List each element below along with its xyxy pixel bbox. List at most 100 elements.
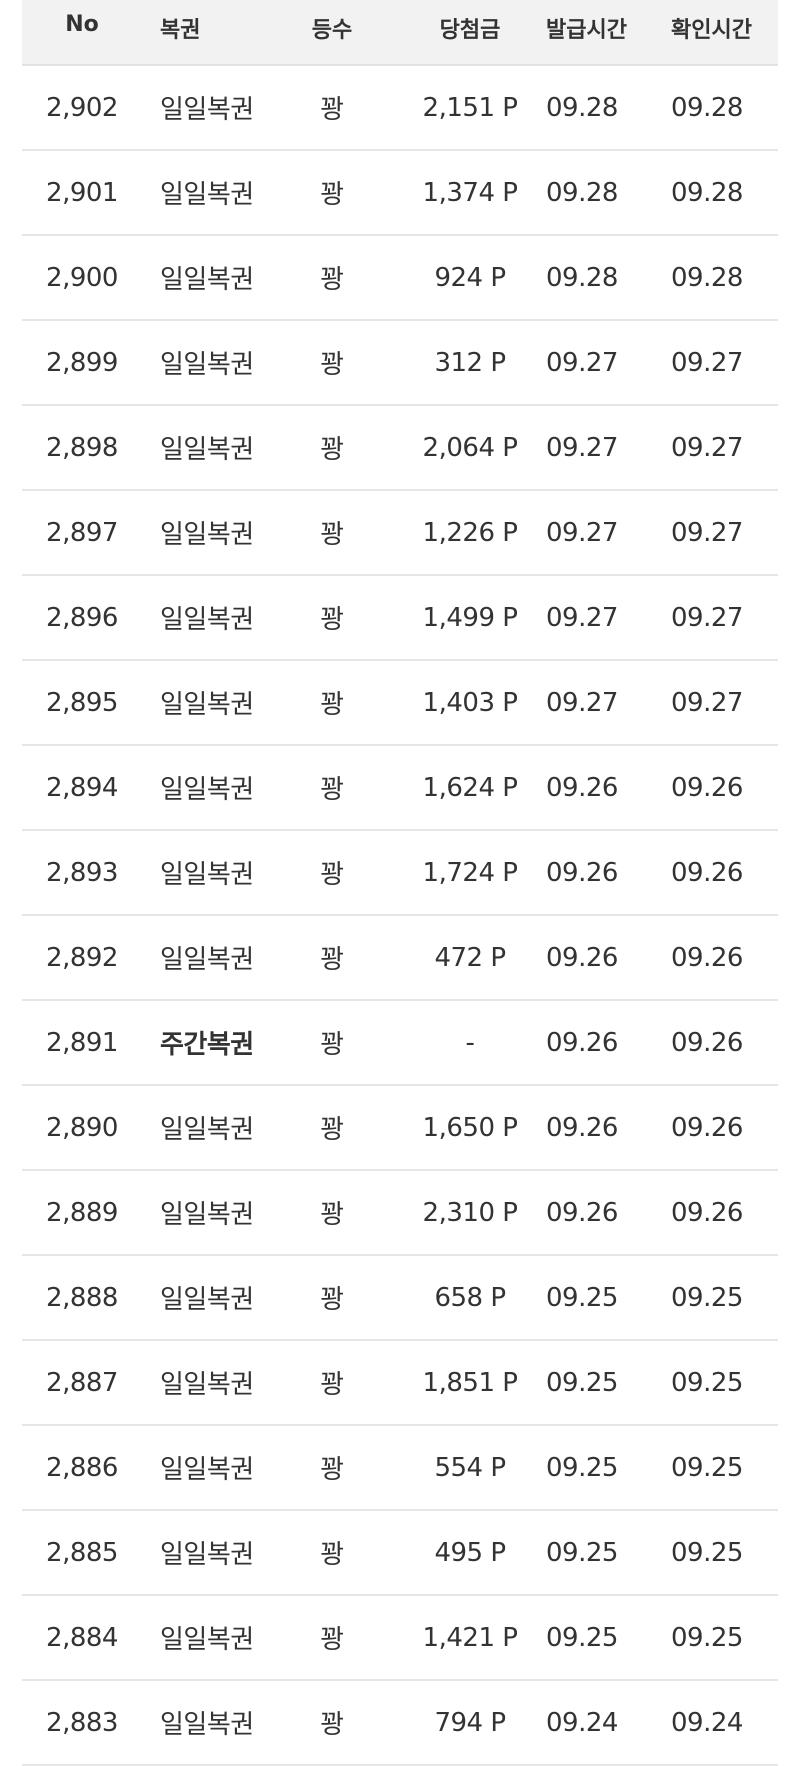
cell-no: 2,892 bbox=[46, 942, 118, 973]
header-no[interactable]: No bbox=[65, 12, 99, 37]
cell-no: 2,887 bbox=[46, 1367, 118, 1398]
cell-issued: 09.25 bbox=[546, 1282, 618, 1313]
cell-issued: 09.28 bbox=[546, 262, 618, 293]
cell-type: 일일복권 bbox=[160, 1455, 254, 1485]
table-row[interactable]: 2,894 일일복권 꽝 1,624 P 09.26 09.26 bbox=[22, 746, 778, 831]
cell-no: 2,886 bbox=[46, 1452, 118, 1483]
cell-type: 일일복권 bbox=[160, 945, 254, 975]
cell-checked: 09.25 bbox=[671, 1367, 743, 1398]
cell-amount: 312 P bbox=[434, 347, 506, 378]
table-row[interactable]: 2,899 일일복권 꽝 312 P 09.27 09.27 bbox=[22, 321, 778, 406]
cell-amount: 1,374 P bbox=[422, 177, 518, 208]
cell-issued: 09.26 bbox=[546, 1027, 618, 1058]
cell-no: 2,891 bbox=[46, 1027, 118, 1058]
cell-rank: 꽝 bbox=[320, 1625, 344, 1655]
cell-issued: 09.26 bbox=[546, 772, 618, 803]
cell-type: 일일복권 bbox=[160, 180, 254, 210]
cell-checked: 09.26 bbox=[671, 772, 743, 803]
cell-rank: 꽝 bbox=[320, 945, 344, 975]
table-row[interactable]: 2,898 일일복권 꽝 2,064 P 09.27 09.27 bbox=[22, 406, 778, 491]
header-issued[interactable]: 발급시간 bbox=[546, 18, 627, 43]
header-rank[interactable]: 등수 bbox=[311, 18, 353, 43]
cell-issued: 09.25 bbox=[546, 1622, 618, 1653]
table-row[interactable]: 2,889 일일복권 꽝 2,310 P 09.26 09.26 bbox=[22, 1171, 778, 1256]
table-row[interactable]: 2,885 일일복권 꽝 495 P 09.25 09.25 bbox=[22, 1511, 778, 1596]
cell-amount: 1,499 P bbox=[422, 602, 518, 633]
table-row[interactable]: 2,888 일일복권 꽝 658 P 09.25 09.25 bbox=[22, 1256, 778, 1341]
cell-amount: 1,624 P bbox=[422, 772, 518, 803]
cell-checked: 09.25 bbox=[671, 1537, 743, 1568]
table-body: 2,902 일일복권 꽝 2,151 P 09.28 09.28 2,901 일일복권 꽝 1,3… bbox=[22, 66, 778, 1766]
cell-checked: 09.26 bbox=[671, 1112, 743, 1143]
table-row[interactable]: 2,884 일일복권 꽝 1,421 P 09.25 09.25 bbox=[22, 1596, 778, 1681]
cell-type: 일일복권 bbox=[160, 1370, 254, 1400]
table-row[interactable]: 2,890 일일복권 꽝 1,650 P 09.26 09.26 bbox=[22, 1086, 778, 1171]
cell-no: 2,902 bbox=[46, 92, 118, 123]
cell-amount: 1,226 P bbox=[422, 517, 518, 548]
cell-issued: 09.24 bbox=[546, 1707, 618, 1738]
cell-issued: 09.27 bbox=[546, 687, 618, 718]
cell-type: 일일복권 bbox=[160, 265, 254, 295]
cell-amount: 2,064 P bbox=[422, 432, 518, 463]
cell-issued: 09.26 bbox=[546, 857, 618, 888]
cell-type: 일일복권 bbox=[160, 775, 254, 805]
cell-amount: 1,724 P bbox=[422, 857, 518, 888]
table-row[interactable]: 2,901 일일복권 꽝 1,374 P 09.28 09.28 bbox=[22, 151, 778, 236]
lottery-history-table: No 복권 등수 당첨금 발급시간 확인시간 2,902 일일복권 꽝 2,151 P… bbox=[22, 0, 778, 1766]
header-amount[interactable]: 당첨금 bbox=[439, 18, 501, 43]
cell-amount: 472 P bbox=[434, 942, 506, 973]
cell-issued: 09.25 bbox=[546, 1452, 618, 1483]
cell-no: 2,896 bbox=[46, 602, 118, 633]
cell-rank: 꽝 bbox=[320, 605, 344, 635]
header-checked[interactable]: 확인시간 bbox=[671, 18, 752, 43]
cell-type: 일일복권 bbox=[160, 1200, 254, 1230]
cell-checked: 09.28 bbox=[671, 262, 743, 293]
cell-no: 2,900 bbox=[46, 262, 118, 293]
cell-rank: 꽝 bbox=[320, 265, 344, 295]
table-row[interactable]: 2,883 일일복권 꽝 794 P 09.24 09.24 bbox=[22, 1681, 778, 1766]
cell-no: 2,895 bbox=[46, 687, 118, 718]
table-row[interactable]: 2,886 일일복권 꽝 554 P 09.25 09.25 bbox=[22, 1426, 778, 1511]
cell-issued: 09.28 bbox=[546, 177, 618, 208]
table-row[interactable]: 2,891 주간복권 꽝 - 09.26 09.26 bbox=[22, 1001, 778, 1086]
cell-type: 주간복권 bbox=[160, 1030, 254, 1060]
table-row[interactable]: 2,895 일일복권 꽝 1,403 P 09.27 09.27 bbox=[22, 661, 778, 746]
cell-issued: 09.27 bbox=[546, 602, 618, 633]
header-type[interactable]: 복권 bbox=[160, 18, 201, 43]
cell-rank: 꽝 bbox=[320, 775, 344, 805]
cell-issued: 09.25 bbox=[546, 1367, 618, 1398]
cell-no: 2,901 bbox=[46, 177, 118, 208]
cell-checked: 09.25 bbox=[671, 1282, 743, 1313]
cell-checked: 09.27 bbox=[671, 687, 743, 718]
cell-type: 일일복권 bbox=[160, 95, 254, 125]
cell-type: 일일복권 bbox=[160, 1540, 254, 1570]
cell-type: 일일복권 bbox=[160, 690, 254, 720]
table-row[interactable]: 2,897 일일복권 꽝 1,226 P 09.27 09.27 bbox=[22, 491, 778, 576]
cell-no: 2,898 bbox=[46, 432, 118, 463]
cell-checked: 09.28 bbox=[671, 92, 743, 123]
cell-no: 2,890 bbox=[46, 1112, 118, 1143]
cell-amount: 554 P bbox=[434, 1452, 506, 1483]
cell-type: 일일복권 bbox=[160, 1285, 254, 1315]
cell-checked: 09.27 bbox=[671, 517, 743, 548]
cell-amount: - bbox=[465, 1027, 475, 1058]
cell-issued: 09.26 bbox=[546, 1197, 618, 1228]
cell-issued: 09.27 bbox=[546, 517, 618, 548]
cell-checked: 09.26 bbox=[671, 942, 743, 973]
cell-issued: 09.26 bbox=[546, 942, 618, 973]
cell-rank: 꽝 bbox=[320, 1200, 344, 1230]
cell-amount: 1,421 P bbox=[422, 1622, 518, 1653]
cell-checked: 09.28 bbox=[671, 177, 743, 208]
table-row[interactable]: 2,893 일일복권 꽝 1,724 P 09.26 09.26 bbox=[22, 831, 778, 916]
cell-checked: 09.25 bbox=[671, 1622, 743, 1653]
table-row[interactable]: 2,896 일일복권 꽝 1,499 P 09.27 09.27 bbox=[22, 576, 778, 661]
table-row[interactable]: 2,902 일일복권 꽝 2,151 P 09.28 09.28 bbox=[22, 66, 778, 151]
table-row[interactable]: 2,887 일일복권 꽝 1,851 P 09.25 09.25 bbox=[22, 1341, 778, 1426]
cell-no: 2,899 bbox=[46, 347, 118, 378]
table-row[interactable]: 2,900 일일복권 꽝 924 P 09.28 09.28 bbox=[22, 236, 778, 321]
cell-checked: 09.27 bbox=[671, 432, 743, 463]
cell-checked: 09.27 bbox=[671, 347, 743, 378]
cell-type: 일일복권 bbox=[160, 350, 254, 380]
cell-rank: 꽝 bbox=[320, 180, 344, 210]
table-row[interactable]: 2,892 일일복권 꽝 472 P 09.26 09.26 bbox=[22, 916, 778, 1001]
